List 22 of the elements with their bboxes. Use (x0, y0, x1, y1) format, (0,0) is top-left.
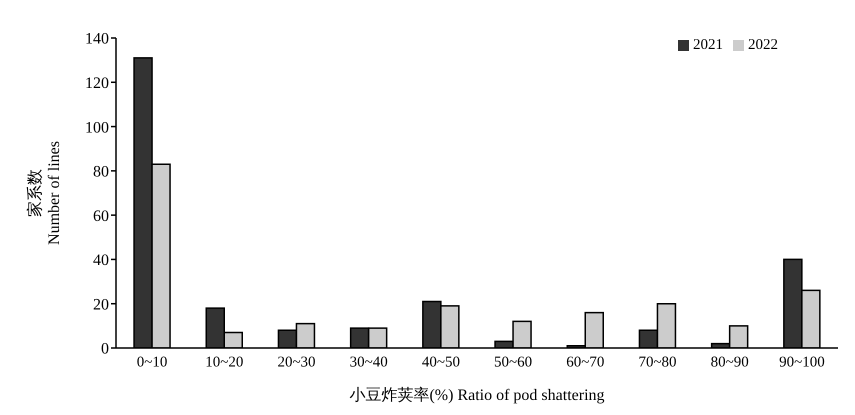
x-tick-label: 20~30 (277, 354, 316, 371)
x-axis-title: 小豆炸荚率(%) Ratio of pod shattering (349, 386, 605, 404)
x-tick-label: 40~50 (422, 354, 460, 371)
y-tick-label: 80 (93, 164, 109, 181)
legend-label: 2021 (693, 37, 723, 53)
y-tick-label: 40 (93, 252, 109, 270)
y-axis-title: 家系数 Number of lines (26, 141, 63, 245)
y-tick-label: 140 (85, 30, 109, 48)
legend-label: 2022 (748, 37, 778, 53)
x-tick-label: 80~90 (710, 354, 749, 371)
x-tick-label: 60~70 (566, 354, 604, 371)
x-tick-label: 70~80 (638, 354, 677, 371)
y-tick-label: 0 (101, 340, 109, 358)
x-tick-label: 50~60 (494, 354, 532, 371)
x-tick-label: 30~40 (350, 354, 388, 371)
x-tick-label: 0~10 (136, 354, 168, 371)
x-tick-label: 10~20 (205, 354, 244, 371)
y-tick-label: 20 (93, 296, 109, 314)
y-tick-label: 60 (93, 208, 109, 225)
y-tick-label: 100 (85, 119, 109, 136)
x-tick-label: 90~100 (779, 354, 825, 371)
y-tick-label: 120 (85, 74, 109, 92)
